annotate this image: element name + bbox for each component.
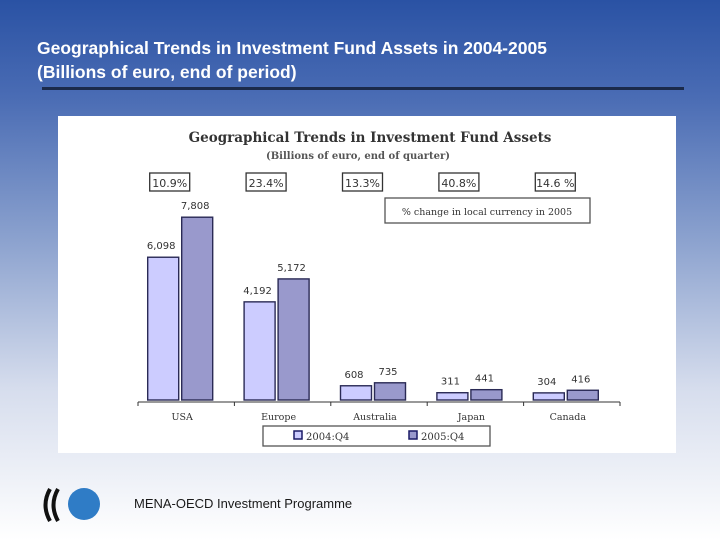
bar-australia-2005q4 (373, 382, 407, 401)
pct-change-box (245, 172, 287, 192)
slide-title-line1: Geographical Trends in Investment Fund A… (37, 38, 547, 58)
data-label: 304 (537, 377, 556, 388)
bar-europe-2005q4 (277, 278, 310, 401)
pct-change-label: 10.9% (152, 177, 187, 190)
data-label: 441 (475, 374, 494, 385)
chart-panel: Geographical Trends in Investment Fund A… (58, 116, 676, 453)
pct-note-text: % change in local currency in 2005 (402, 207, 572, 218)
footer-text: MENA-OECD Investment Programme (134, 496, 353, 511)
x-tick-label: USA (172, 412, 194, 423)
chart-title: Geographical Trends in Investment Fund A… (189, 130, 552, 146)
data-label: 311 (441, 377, 460, 388)
pct-change-label: 40.8% (441, 177, 476, 190)
legend-swatch (408, 430, 418, 440)
bars: 6,098 7,808 4,192 5,172 608 735 311 441 304 416 (146, 201, 599, 401)
bar-chart: Geographical Trends in Investment Fund A… (137, 130, 621, 447)
bar-canada-2005q4 (566, 389, 599, 401)
data-label: 416 (571, 374, 590, 385)
bar-australia-2004q4 (339, 385, 373, 401)
data-label: 5,172 (277, 263, 306, 274)
bar-japan-2004q4 (436, 392, 469, 401)
pct-note-frame (384, 197, 591, 224)
pct-change-row: 10.9% 23.4% 13.3% 40.8% 14.6 % (149, 172, 576, 192)
legend-label: 2004:Q4 (306, 432, 349, 443)
chart-subtitle: (Billions of euro, end of quarter) (266, 151, 450, 162)
x-axis: USA Europe Australia Japan Canada (137, 401, 621, 423)
title-divider (42, 87, 684, 90)
legend-label: 2005:Q4 (421, 432, 464, 443)
data-label: 735 (378, 367, 397, 378)
pct-change-label: 13.3% (345, 177, 380, 190)
data-label: 4,192 (243, 286, 272, 297)
pct-change-box (341, 172, 384, 192)
slide-title: Geographical Trends in Investment Fund A… (37, 36, 677, 84)
bar-usa-2004q4 (146, 256, 180, 401)
bar-usa-2005q4 (180, 216, 214, 401)
bar-europe-2004q4 (243, 301, 276, 401)
pct-note-box: % change in local currency in 2005 (384, 197, 591, 224)
pct-change-box (149, 172, 191, 192)
x-tick-label: Japan (457, 412, 485, 423)
x-tick-label: Europe (261, 412, 296, 423)
data-label: 6,098 (147, 241, 176, 252)
data-label: 7,808 (181, 201, 210, 212)
slide-title-line2: (Billions of euro, end of period) (37, 62, 297, 82)
data-label: 608 (344, 370, 363, 381)
legend-swatch (293, 430, 303, 440)
oecd-logo-icon (43, 488, 100, 522)
x-tick-label: Australia (352, 412, 397, 423)
pct-change-label: 23.4% (249, 177, 284, 190)
x-tick-label: Canada (550, 412, 587, 423)
pct-change-box (438, 172, 480, 192)
legend: 2004:Q4 2005:Q4 (262, 425, 491, 447)
bar-japan-2005q4 (470, 388, 503, 401)
legend-box (262, 425, 491, 447)
pct-change-box (534, 172, 576, 192)
bar-canada-2004q4 (532, 392, 565, 401)
pct-change-label: 14.6 % (536, 177, 574, 190)
